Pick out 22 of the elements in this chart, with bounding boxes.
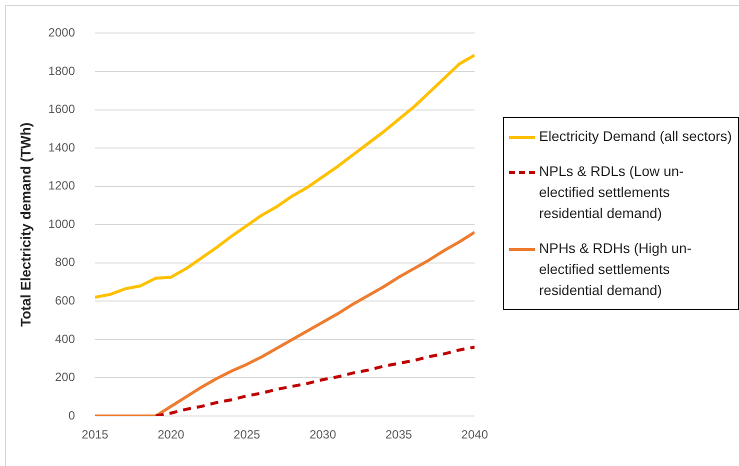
y-tick-label: 1400 bbox=[48, 140, 76, 154]
y-tick-label: 1000 bbox=[48, 216, 76, 231]
legend-label: NPHs & RDHs (High un-electified settlements residential demand) bbox=[539, 239, 692, 300]
legend-label: NPLs & RDLs (Low un-electified settlements residential demand) bbox=[539, 162, 685, 223]
y-tick-label: 200 bbox=[54, 370, 76, 384]
y-tick-label: 600 bbox=[54, 293, 76, 308]
y-tick-label: 1200 bbox=[48, 178, 76, 193]
legend-label: Electricity Demand (all sectors) bbox=[539, 127, 732, 146]
y-tick-label: 400 bbox=[54, 332, 76, 346]
y-tick-label: 2000 bbox=[48, 26, 76, 40]
x-tick-label: 2035 bbox=[385, 428, 412, 442]
y-tick-label: 800 bbox=[54, 255, 76, 270]
x-tick-label: 2015 bbox=[82, 428, 109, 442]
x-tick-label: 2030 bbox=[309, 428, 336, 442]
y-axis-title: Total Electricity demand (TWh) bbox=[17, 122, 34, 327]
x-tick-label: 2020 bbox=[158, 428, 185, 442]
line-series bbox=[154, 346, 475, 416]
y-tick-label: 1600 bbox=[48, 102, 76, 116]
x-tick-label: 2040 bbox=[461, 428, 488, 442]
y-tick-label: 0 bbox=[68, 408, 76, 422]
y-tick-label: 1800 bbox=[48, 64, 76, 78]
x-tick-label: 2025 bbox=[234, 428, 261, 442]
